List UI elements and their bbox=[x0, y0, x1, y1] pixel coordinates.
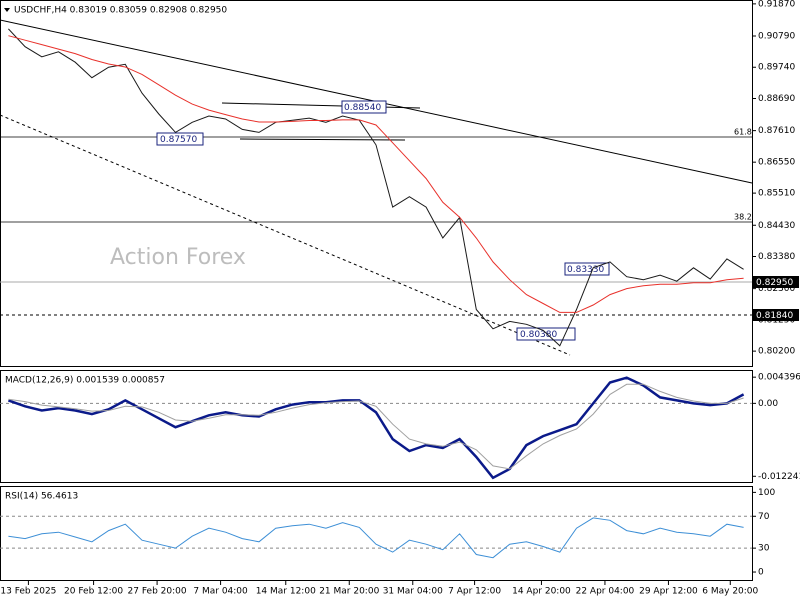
x-tick-label: 29 Apr 12:00 bbox=[639, 587, 698, 597]
y-tick-label: 0 bbox=[758, 568, 764, 578]
y-tick-label: 0.00 bbox=[758, 399, 778, 409]
rsi-panel bbox=[0, 486, 753, 581]
macd-panel bbox=[0, 370, 753, 483]
y-tick-label: 0.80200 bbox=[758, 347, 795, 357]
y-tick-label: 0.89740 bbox=[758, 63, 795, 73]
chart-title: USDCHF,H4 0.83019 0.83059 0.82908 0.8295… bbox=[14, 6, 227, 16]
fib-label: 61.8 bbox=[734, 128, 752, 137]
price-panel bbox=[0, 0, 753, 367]
x-tick-label: 13 Feb 2025 bbox=[0, 587, 56, 597]
y-tick-label: 30 bbox=[758, 544, 770, 554]
price-label-box bbox=[753, 276, 799, 288]
x-tick-label: 22 Apr 04:00 bbox=[576, 587, 635, 597]
series-line bbox=[8, 35, 744, 313]
y-tick-label: 0.83380 bbox=[758, 252, 795, 262]
series-line bbox=[8, 28, 744, 347]
series-line bbox=[8, 517, 744, 559]
macd-title: MACD(12,26,9) 0.001539 0.000857 bbox=[5, 376, 165, 386]
x-tick-label: 7 Apr 12:00 bbox=[448, 587, 501, 597]
series-line bbox=[8, 383, 744, 470]
annotations: 0.87570 0.88540 0.83330 0.80380 61.8 38.… bbox=[156, 100, 752, 341]
price-label: 0.82950 bbox=[756, 278, 793, 288]
y-tick-label: -0.012241 bbox=[758, 472, 800, 482]
y-tick-label: 0.87610 bbox=[758, 126, 795, 136]
annotation-box bbox=[516, 327, 576, 341]
x-tick-label: 14 Apr 20:00 bbox=[512, 587, 571, 597]
x-tick-label: 14 Mar 12:00 bbox=[256, 587, 316, 597]
annotation: 0.88540 bbox=[344, 103, 381, 113]
rsi-title: RSI(14) 56.4613 bbox=[5, 492, 78, 502]
watermark: Action Forex bbox=[110, 245, 246, 270]
annotation: 0.87570 bbox=[160, 135, 197, 145]
x-tick-label: 27 Feb 20:00 bbox=[128, 587, 187, 597]
x-tick-label: 7 Mar 04:00 bbox=[193, 587, 248, 597]
annotation: 0.80380 bbox=[520, 330, 557, 340]
annotation-box bbox=[341, 100, 387, 114]
y-tick-label: 0.90790 bbox=[758, 32, 795, 42]
y-tick-label: 0.004396 bbox=[758, 373, 800, 383]
x-tick-label: 6 May 20:00 bbox=[702, 587, 758, 597]
range-line bbox=[239, 138, 406, 141]
x-tick-label: 20 Feb 12:00 bbox=[64, 587, 123, 597]
menu-icon bbox=[4, 8, 10, 12]
annotation-box bbox=[156, 132, 204, 146]
price-label: 0.81840 bbox=[756, 311, 793, 321]
trend-line-dashed bbox=[0, 114, 571, 356]
y-tick-label: 100 bbox=[758, 488, 775, 498]
x-tick-label: 31 Mar 04:00 bbox=[383, 587, 443, 597]
price-label-box bbox=[753, 309, 799, 321]
y-tick-label: 0.88690 bbox=[758, 94, 795, 104]
series-line bbox=[7, 376, 745, 480]
y-tick-label: 0.84430 bbox=[758, 221, 795, 231]
y-tick-label: 0.82300 bbox=[758, 284, 795, 294]
y-tick-label: 0.91870 bbox=[758, 0, 795, 9]
fib-label: 38.2 bbox=[734, 213, 752, 222]
y-tick-label: 0.85510 bbox=[758, 189, 795, 199]
annotation: 0.83330 bbox=[567, 265, 604, 275]
x-tick-label: 21 Mar 20:00 bbox=[319, 587, 379, 597]
y-tick-label: 0.86550 bbox=[758, 158, 795, 168]
y-tick-label: 70 bbox=[758, 512, 770, 522]
range-line bbox=[221, 102, 421, 109]
